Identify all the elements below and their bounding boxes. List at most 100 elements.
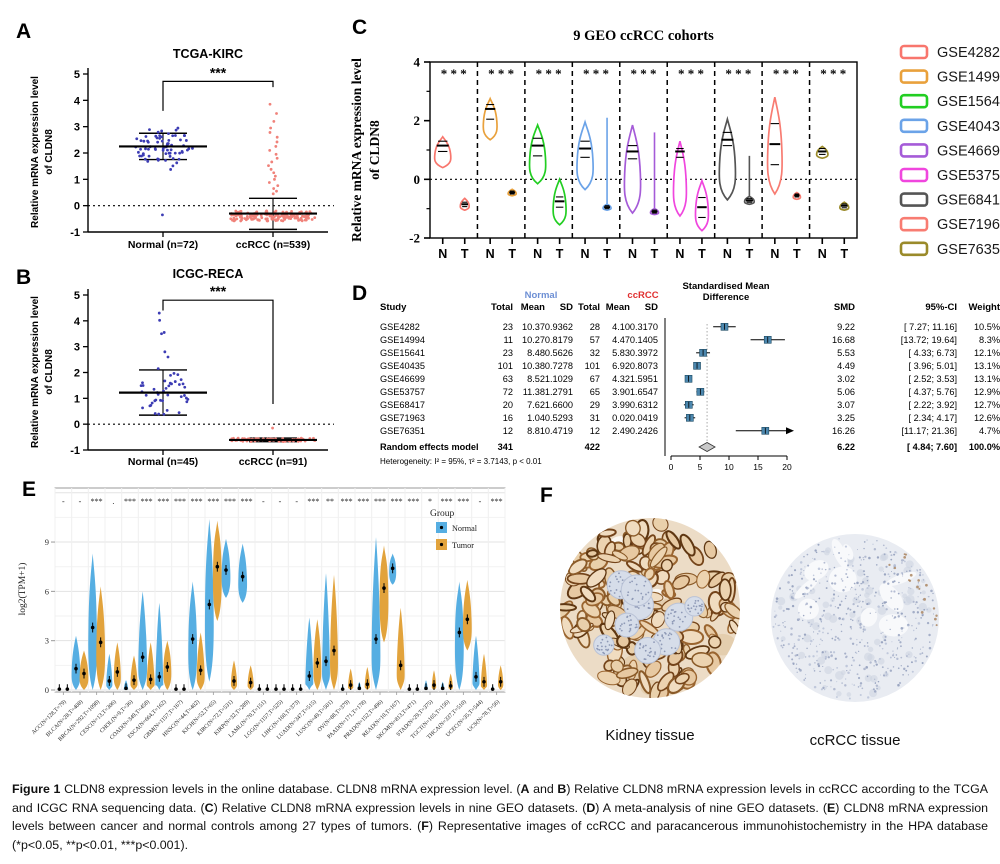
svg-text:100.0%: 100.0% bbox=[969, 442, 1000, 452]
ci-value: [ 2.34; 4.17] bbox=[908, 413, 957, 423]
cell-value: 8.52 bbox=[527, 374, 545, 384]
legend-item-GSE15641: GSE15641 bbox=[899, 93, 1000, 110]
significance-mark: - bbox=[295, 497, 298, 506]
weight-value: 12.7% bbox=[974, 400, 1000, 410]
significance-mark: *** bbox=[191, 497, 203, 506]
significance-stars: *** bbox=[210, 64, 227, 80]
axis-tick-label: 20 bbox=[782, 462, 792, 472]
y-tick-label: 0 bbox=[74, 201, 80, 213]
significance-stars: * * * bbox=[441, 66, 467, 81]
violin-T-GBM bbox=[182, 684, 186, 691]
violin-T-SKCM bbox=[415, 684, 420, 691]
x-tick-label: N bbox=[628, 247, 637, 261]
cell-value: 12 bbox=[503, 426, 513, 436]
violin-N-GSE40435 bbox=[576, 119, 595, 191]
significance-mark: - bbox=[279, 497, 282, 506]
y-tick-label: -2 bbox=[409, 231, 420, 246]
smd-value: 16.26 bbox=[832, 426, 855, 436]
violin-T-GSE68417 bbox=[743, 155, 756, 206]
smd-value: 3.07 bbox=[837, 400, 855, 410]
cell-value: 10.37 bbox=[522, 322, 545, 332]
significance-mark: . bbox=[112, 497, 114, 506]
cell-value: 6.92 bbox=[612, 361, 630, 371]
col-header-ci: 95%-CI bbox=[925, 302, 957, 313]
violin-N-CHOL bbox=[123, 680, 129, 691]
cell-value: 10.38 bbox=[522, 361, 545, 371]
ci-value: [ 2.52; 3.53] bbox=[908, 374, 957, 384]
cell-value: 11.38 bbox=[523, 387, 545, 397]
forest-summary-row: Random effects model 341 422 6.22 [ 4.84; 7.… bbox=[380, 442, 1000, 452]
violin-N-GSE76351 bbox=[815, 145, 829, 160]
caption-run: B bbox=[557, 782, 567, 796]
panel-c-label: C bbox=[352, 16, 368, 39]
significance-mark: *** bbox=[124, 497, 136, 506]
ccrcc-tissue-label: ccRCC tissue bbox=[810, 732, 901, 749]
cell-value: 0.5293 bbox=[545, 413, 573, 423]
cell-value: 23 bbox=[503, 348, 513, 358]
legend-label: GSE53757 bbox=[937, 168, 1000, 184]
significance-mark: *** bbox=[307, 497, 319, 506]
violin-N-STAD bbox=[424, 680, 428, 691]
violin-T-OV bbox=[348, 668, 354, 690]
violin-T-THCA bbox=[462, 579, 472, 651]
y-tick-label: 1 bbox=[74, 174, 80, 186]
panel-a-label: A bbox=[16, 20, 32, 43]
legend-item-GSE40435: GSE40435 bbox=[899, 118, 1000, 135]
significance-mark: *** bbox=[341, 497, 353, 506]
significance-mark: - bbox=[479, 497, 482, 506]
violin-N-LUAD bbox=[305, 617, 314, 690]
violin-T-LUAD bbox=[313, 619, 322, 690]
caption-run: ) Representative images of ccRCC and par… bbox=[12, 819, 988, 852]
violin-N-KICH bbox=[204, 519, 214, 682]
violin-T-PAAD bbox=[364, 666, 370, 690]
legend-label: GSE46699 bbox=[937, 143, 1000, 159]
x-tick-label: N bbox=[770, 247, 779, 261]
violin-T-LGG bbox=[282, 684, 286, 691]
smd-value: 5.53 bbox=[837, 348, 855, 358]
study-name: GSE53757 bbox=[380, 387, 425, 397]
violin-T-TGCT bbox=[448, 673, 453, 690]
cell-value: 32 bbox=[590, 348, 600, 358]
cell-value: 11 bbox=[503, 335, 513, 345]
cell-value: 63 bbox=[503, 374, 513, 384]
weight-value: 4.7% bbox=[979, 426, 1000, 436]
y-tick-label: -1 bbox=[70, 445, 80, 457]
cell-value: 3.99 bbox=[612, 400, 630, 410]
violin-N-UCS bbox=[490, 684, 495, 691]
violin-N-GSE53757 bbox=[672, 141, 688, 218]
legend-label: GSE14994 bbox=[937, 70, 1000, 86]
smd-value: 16.68 bbox=[832, 335, 855, 345]
ci-value: [11.17; 21.36] bbox=[901, 426, 957, 436]
panel-e-chart: 0369log2(TPM+1)-ACC(N=128,T=79)-BLCA(N=2… bbox=[17, 487, 506, 743]
y-tick-label: 2 bbox=[74, 368, 80, 380]
violin-T-STAD bbox=[431, 670, 437, 690]
forest-row-GSE68417: GSE68417 20 7.62 1.6600 29 3.99 0.6312 3.07 [ 2.… bbox=[380, 400, 1000, 410]
violin-T-KIRC bbox=[230, 660, 238, 690]
cell-value: 0.3170 bbox=[630, 322, 658, 332]
cell-value: 31 bbox=[590, 413, 600, 423]
violin-N-KIRC bbox=[221, 538, 231, 598]
violin-T-CHOL bbox=[130, 655, 138, 690]
cell-value: 67 bbox=[590, 374, 600, 384]
cell-value: 1.6547 bbox=[630, 387, 658, 397]
weight-value: 12.9% bbox=[974, 387, 1000, 397]
cell-value: 3.90 bbox=[612, 387, 630, 397]
significance-mark: - bbox=[262, 497, 265, 506]
plot-header: Difference bbox=[703, 292, 749, 303]
x-tick-label: N bbox=[581, 247, 590, 261]
forest-row-GSE53757: GSE53757 72 11.38 1.2791 65 3.90 1.6547 5.06 [ 4… bbox=[380, 387, 1000, 397]
significance-mark: *** bbox=[224, 497, 236, 506]
study-name: GSE76351 bbox=[380, 426, 425, 436]
y-tick-label: 5 bbox=[74, 290, 80, 302]
cell-value: 5.83 bbox=[612, 348, 630, 358]
y-tick-label: 4 bbox=[74, 316, 81, 328]
violin-N-GSE14994 bbox=[482, 96, 498, 141]
forest-row-GSE4282: GSE4282 23 10.37 0.9362 28 4.10 0.3170 9.22 [ 7.… bbox=[380, 322, 1000, 332]
caption-run: C bbox=[204, 800, 214, 815]
violin-N-GBM bbox=[174, 684, 178, 691]
violin-N-BLCA bbox=[71, 635, 81, 690]
cell-value: 8.48 bbox=[527, 348, 545, 358]
col-header: SD bbox=[560, 302, 573, 313]
ccrcc-tissue-image bbox=[771, 534, 939, 702]
cell-value: 1.6600 bbox=[545, 400, 573, 410]
